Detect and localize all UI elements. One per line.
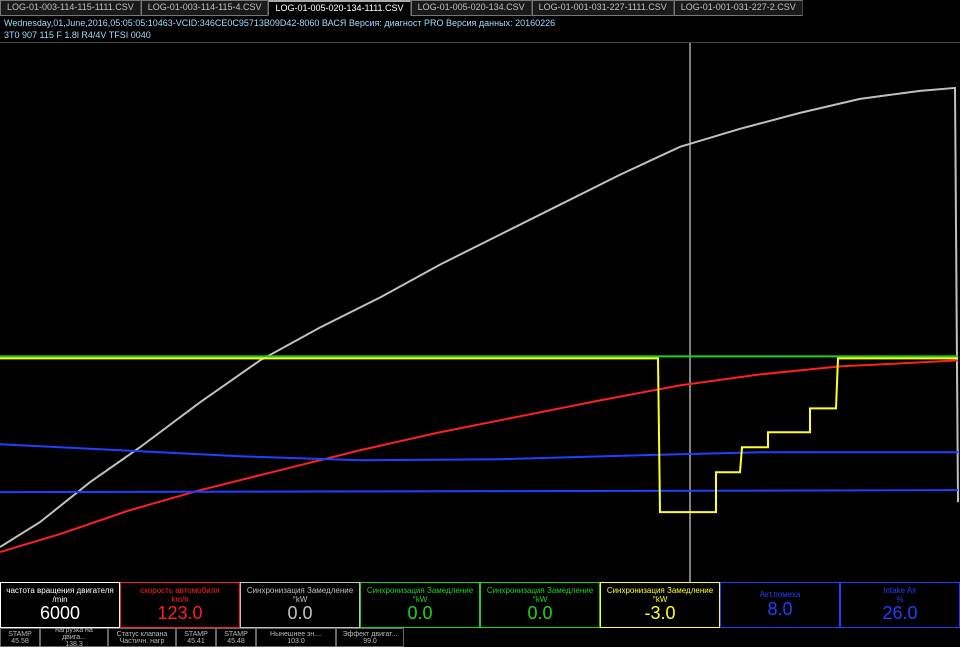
status-value: 45.58	[3, 638, 37, 645]
status-cell: STAMP45.58	[0, 628, 40, 647]
status-cell: Эффект двигат...99.0	[336, 628, 404, 647]
legend-panel[interactable]: Синхронизация Замедление°kW0.0	[480, 582, 600, 628]
panel-value: 0.0	[287, 604, 312, 623]
panel-value: 6000	[40, 604, 80, 623]
status-cell: Нынешнее зн....103.0	[256, 628, 336, 647]
status-label: Нынешнее зн....	[259, 631, 333, 638]
status-value: 103.0	[259, 638, 333, 645]
file-tab[interactable]: LOG-01-003-114-115-1111.CSV	[0, 0, 141, 16]
panel-value: 0.0	[407, 604, 432, 623]
status-label: Статус клапана	[111, 631, 173, 638]
legend-panel[interactable]: частота вращения двигателя/min6000	[0, 582, 120, 628]
series-yellow	[0, 358, 958, 512]
series-blue	[0, 444, 958, 460]
panel-value: 0.0	[527, 604, 552, 623]
file-tab[interactable]: LOG-01-003-114-115-4.CSV	[141, 0, 269, 16]
status-value: 138.3	[43, 641, 105, 647]
legend-panel[interactable]: Intake Air%26.0	[840, 582, 960, 628]
panel-value: 123.0	[157, 604, 202, 623]
legend-panel[interactable]: Акт.помеха8.0	[720, 582, 840, 628]
status-cell: STAMP45.41	[176, 628, 216, 647]
info-line: Wednesday,01,June,2016,05:05:05:10463-VC…	[0, 16, 960, 30]
file-tab[interactable]: LOG-01-001-031-227-1111.CSV	[532, 0, 674, 16]
series-blue2	[0, 490, 958, 492]
file-tab[interactable]: LOG-01-005-020-134-1111.CSV	[268, 0, 410, 16]
legend-panel[interactable]: Синхронизация Замедление°kW0.0	[360, 582, 480, 628]
status-label: Эффект двигат...	[339, 631, 401, 638]
file-tabs: LOG-01-003-114-115-1111.CSVLOG-01-003-11…	[0, 0, 960, 16]
legend-panel[interactable]: Синхронизация Замедление°kW0.0	[240, 582, 360, 628]
status-label: STAMP	[179, 631, 213, 638]
status-cell: нагрузка на двига...138.3	[40, 628, 108, 647]
sub-info-line: 3T0 907 115 F 1.8l R4/4V TFSI 0040	[0, 30, 960, 42]
status-bar: STAMP45.58нагрузка на двига...138.3Стату…	[0, 628, 960, 647]
panel-value: -3.0	[644, 604, 675, 623]
panel-value: 8.0	[767, 600, 792, 619]
series-speed	[0, 360, 958, 552]
chart-area[interactable]	[0, 42, 960, 582]
panel-value: 26.0	[882, 604, 917, 623]
legend-panel[interactable]: скорость автомобиляkm/h123.0	[120, 582, 240, 628]
status-cell: Статус клапанаЧастичн. нагр	[108, 628, 176, 647]
status-value: Частичн. нагр	[111, 638, 173, 645]
status-value: 45.48	[219, 638, 253, 645]
status-cell: STAMP45.48	[216, 628, 256, 647]
status-label: STAMP	[3, 631, 37, 638]
series-rpm	[0, 88, 958, 547]
status-value: 99.0	[339, 638, 401, 645]
file-tab[interactable]: LOG-01-005-020-134.CSV	[411, 0, 532, 16]
status-label: нагрузка на двига...	[43, 627, 105, 641]
status-label: STAMP	[219, 631, 253, 638]
legend-panel[interactable]: Синхронизация Замедление°kW-3.0	[600, 582, 720, 628]
file-tab[interactable]: LOG-01-001-031-227-2.CSV	[674, 0, 803, 16]
legend-panels: частота вращения двигателя/min6000скорос…	[0, 582, 960, 628]
status-value: 45.41	[179, 638, 213, 645]
